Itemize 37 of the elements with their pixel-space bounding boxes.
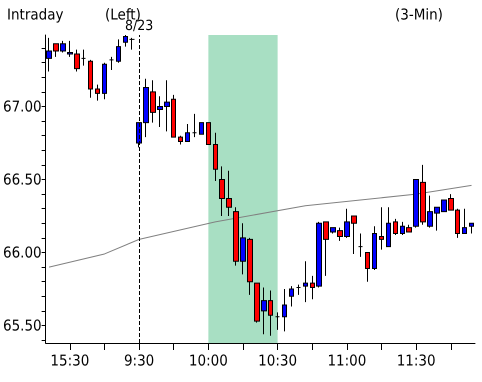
candlestick [102,62,107,100]
candlestick [206,122,211,145]
y-tick-label: 65.50 [2,316,42,334]
candlestick [289,286,294,308]
candlestick [462,208,467,234]
candlestick [95,84,100,102]
candlestick [185,124,190,142]
candlestick [386,206,391,248]
candlestick [393,218,398,236]
candlestick [88,59,93,98]
text: (3-Min) [395,6,443,24]
candlestick [192,113,197,138]
x-tick-label: 15:30 [50,352,90,370]
x-tick-label: 10:30 [258,352,298,370]
candlestick [275,312,280,330]
candlestick [365,252,370,282]
x-tick-label: 11:00 [327,352,366,370]
y-tick-label: 67.00 [2,98,42,116]
candlestick [303,260,308,303]
candlestick [379,206,384,250]
candlestick [116,38,121,64]
candlestick [199,122,204,135]
candlestick [213,132,218,182]
x-tick-label: 9:30 [124,352,154,370]
line-series [48,184,472,268]
x-tick-label: 10:00 [188,352,228,370]
chart-title: Intraday [7,6,64,24]
candlestick [178,135,183,145]
y-tick-label: 66.00 [2,244,42,262]
candlestick [372,226,377,271]
x-tick-label: 11:30 [396,352,436,370]
candlestick [109,56,114,71]
y-tick-label: 66.50 [2,170,42,189]
candlestick [282,288,287,332]
candlestick [358,233,363,258]
candlestick [469,222,474,234]
candlestick [296,284,301,296]
